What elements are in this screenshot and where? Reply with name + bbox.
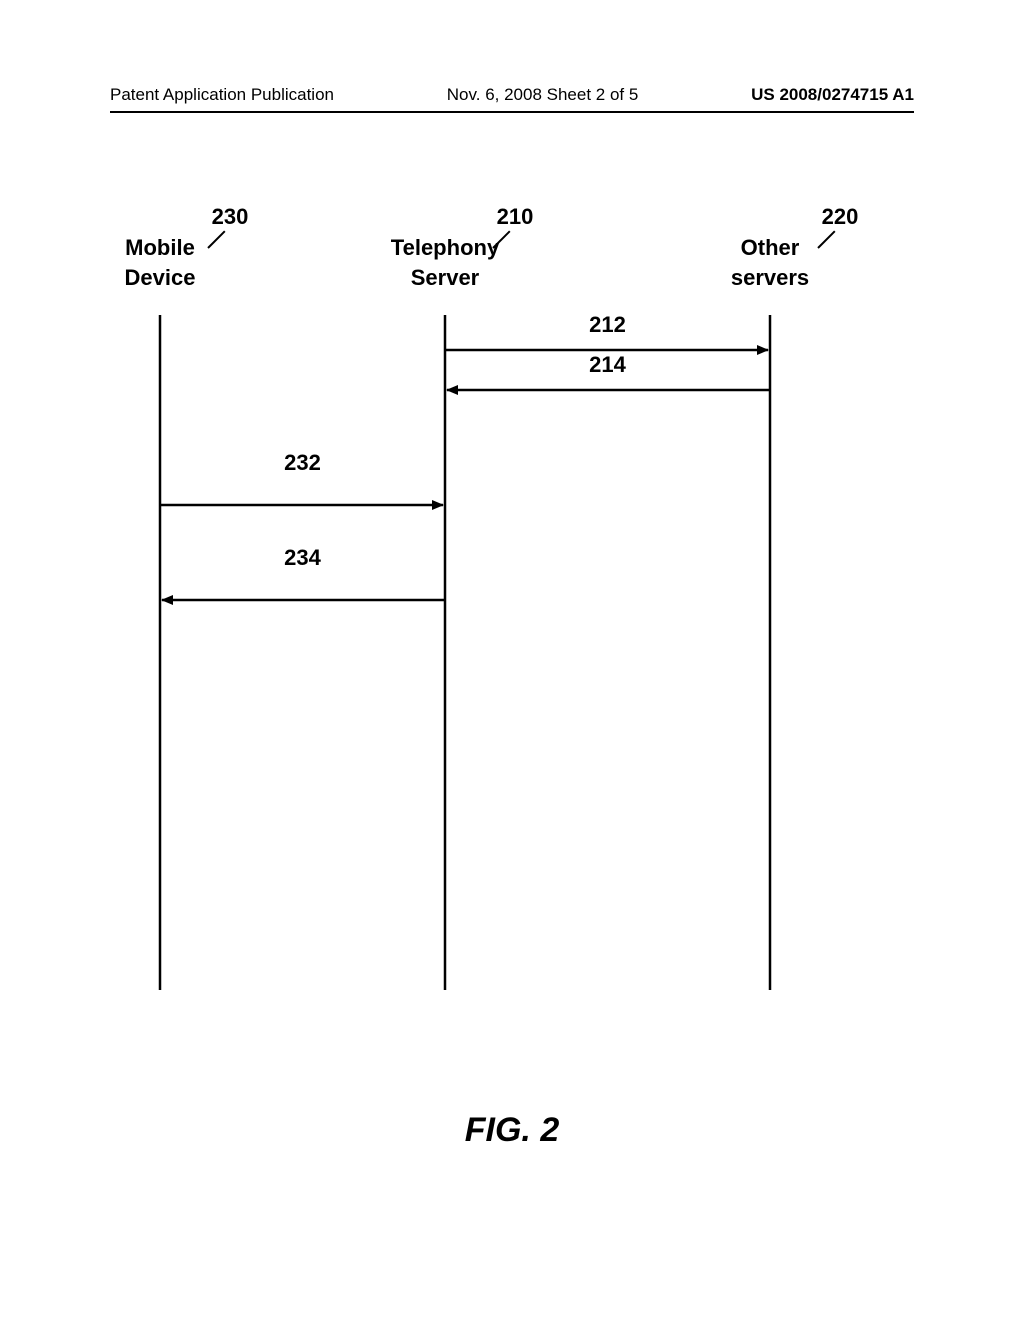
header-date-sheet: Nov. 6, 2008 Sheet 2 of 5 [447,85,639,105]
participant-ref: 230 [212,204,249,229]
message-label: 214 [589,352,626,377]
header-patent-number: US 2008/0274715 A1 [751,85,914,105]
message-label: 212 [589,312,626,337]
figure-caption: FIG. 2 [0,1111,1024,1150]
ref-tick [208,231,225,248]
participant-label: Server [411,265,480,290]
participant-ref: 210 [497,204,534,229]
header-divider [110,111,914,113]
participant-label: Telephony [391,235,500,260]
page-header: Patent Application Publication Nov. 6, 2… [0,85,1024,113]
header-publication: Patent Application Publication [110,85,334,105]
sequence-diagram: 230 Mobile Device 210 Telephony Server 220 Othe… [0,200,1024,1100]
header-row: Patent Application Publication Nov. 6, 2… [110,85,914,105]
participant-label: Other [741,235,800,260]
ref-tick [818,231,835,248]
participant-label: Mobile [125,235,195,260]
message-label: 232 [284,450,321,475]
participant-label: servers [731,265,809,290]
participant-ref: 220 [822,204,859,229]
message-label: 234 [284,545,321,570]
participant-label: Device [125,265,196,290]
